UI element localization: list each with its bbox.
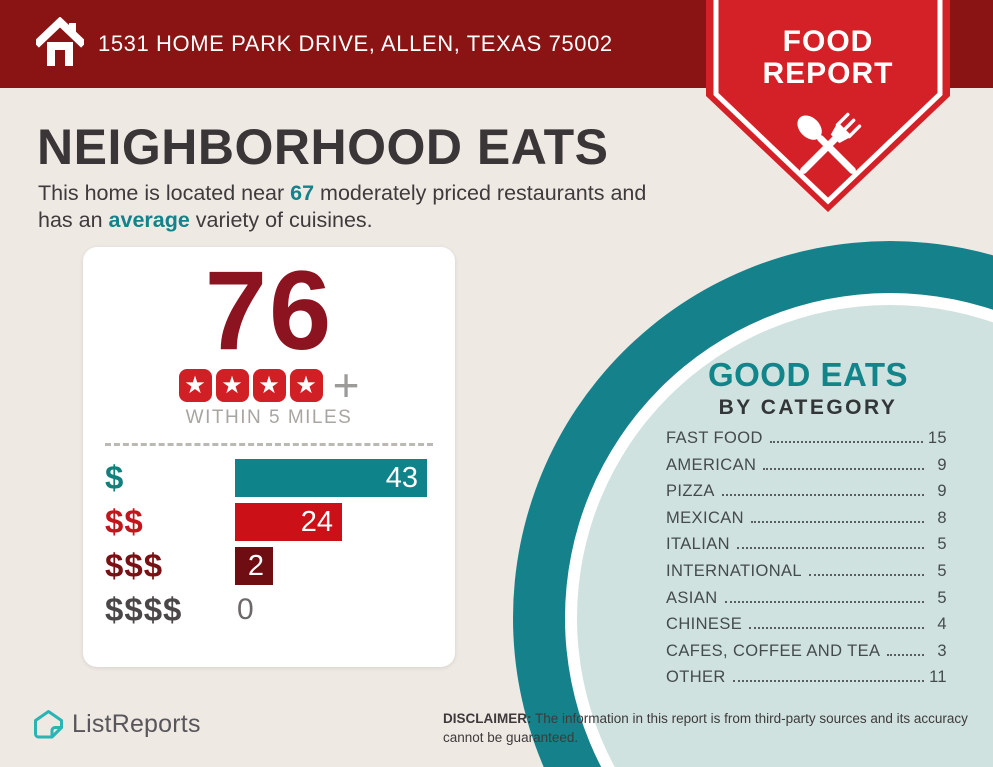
price-level-label: $$$: [105, 547, 164, 584]
category-count: 9: [937, 455, 947, 474]
price-level-label: $$: [105, 503, 144, 540]
category-count: 5: [937, 588, 947, 607]
intro-line2-post: variety of cuisines.: [189, 208, 373, 233]
disclaimer: DISCLAIMER: The information in this repo…: [443, 710, 971, 748]
good-eats-header: GOOD EATS BY CATEGORY: [665, 356, 951, 420]
spoon-fork-icon: [797, 112, 862, 174]
disclaimer-label: DISCLAIMER:: [443, 711, 532, 726]
ribbon-title: FOOD REPORT: [706, 25, 950, 91]
ribbon-line-2: REPORT: [762, 57, 894, 91]
food-report-ribbon: [706, 0, 950, 212]
category-label: FAST FOOD: [666, 429, 763, 447]
price-row: $$ 24: [83, 500, 455, 544]
price-bar-zero-value: 0: [237, 593, 254, 626]
category-row: FAST FOOD 15: [666, 429, 947, 456]
radius-label: WITHIN 5 MILES: [185, 407, 353, 428]
category-count: 9: [937, 482, 947, 501]
star-icon: ★: [289, 369, 323, 402]
category-row: PIZZA 9: [666, 482, 947, 509]
header-bar: 1531 HOME PARK DRIVE, ALLEN, TEXAS 75002: [0, 0, 993, 88]
total-restaurants: 76: [204, 248, 334, 373]
category-count: 11: [929, 668, 947, 687]
category-label: PIZZA: [666, 482, 715, 501]
category-label: MEXICAN: [666, 508, 744, 527]
star-icon: ★: [252, 369, 286, 402]
category-label: ASIAN: [666, 588, 718, 607]
restaurant-count: 67: [290, 181, 315, 205]
price-row: $43: [83, 456, 455, 500]
variety-highlight: average: [108, 208, 190, 233]
category-row: ASIAN 5: [666, 589, 947, 616]
price-row: $$$ 2: [83, 544, 455, 588]
intro-line1-pre: This home is located near: [38, 181, 291, 205]
category-row: OTHER 11: [666, 668, 947, 695]
category-count: 15: [927, 429, 947, 447]
category-count: 4: [937, 615, 947, 634]
dotted-leader: [721, 494, 924, 497]
category-count: 8: [937, 508, 947, 527]
intro-line2-pre: has an: [38, 208, 109, 233]
category-label: INTERNATIONAL: [666, 561, 802, 580]
listreports-logo: ListReports: [33, 709, 201, 740]
category-count: 5: [937, 561, 947, 580]
dotted-leader: [750, 520, 924, 523]
category-list: FAST FOOD 15 AMERICAN 9 PIZZA 9 MEXICAN 8 ITALIA…: [666, 429, 947, 695]
category-row: CAFES, COFFEE AND TEA 3: [666, 642, 947, 669]
price-level-label: $$$$: [105, 591, 183, 628]
dotted-leader: [736, 547, 924, 550]
intro-text: This home is located near 67 moderately …: [38, 180, 718, 235]
stat-card: 76 ★ ★ ★ ★ + WITHIN 5 MILES $43 $$ 24 $$$ 2 $$$$ 0: [83, 247, 455, 667]
star-icon: ★: [178, 369, 212, 402]
dotted-leader: [724, 600, 924, 603]
price-bar: 43: [235, 459, 427, 497]
home-icon: [36, 17, 84, 66]
price-bar: 24: [235, 503, 342, 541]
star-rating: ★ ★ ★ ★ +: [83, 359, 455, 411]
dotted-leader: [769, 441, 923, 443]
category-count: 3: [937, 641, 947, 660]
category-label: AMERICAN: [666, 455, 757, 474]
brand-name: ListReports: [72, 710, 201, 738]
page-title: NEIGHBORHOOD EATS: [37, 119, 609, 175]
star-icon: ★: [215, 369, 249, 402]
category-label: CAFES, COFFEE AND TEA: [666, 641, 881, 660]
dotted-leader: [763, 467, 924, 470]
category-row: ITALIAN 5: [666, 535, 947, 562]
plus-icon: +: [332, 359, 360, 411]
price-level-label: $: [105, 459, 125, 496]
category-label: OTHER: [666, 668, 726, 687]
dashed-divider: [105, 443, 433, 446]
dotted-leader: [809, 573, 924, 576]
dotted-leader: [887, 653, 924, 656]
good-eats-subtitle: BY CATEGORY: [718, 396, 898, 419]
price-level-chart: $43 $$ 24 $$$ 2 $$$$ 0: [83, 456, 455, 632]
disclaimer-text: The information in this report is from t…: [443, 711, 968, 745]
category-label: ITALIAN: [666, 535, 730, 554]
category-row: CHINESE 4: [666, 615, 947, 642]
intro-line1-post: moderately priced restaurants and: [314, 181, 647, 205]
price-bar: 2: [235, 547, 273, 585]
category-row: INTERNATIONAL 5: [666, 562, 947, 589]
property-address: 1531 HOME PARK DRIVE, ALLEN, TEXAS 75002: [98, 31, 613, 56]
dotted-leader: [749, 627, 924, 630]
ribbon-line-1: FOOD: [782, 25, 874, 58]
category-row: AMERICAN 9: [666, 456, 947, 483]
good-eats-title: GOOD EATS: [707, 356, 909, 393]
category-row: MEXICAN 8: [666, 509, 947, 536]
dotted-leader: [732, 680, 924, 683]
category-label: CHINESE: [666, 615, 743, 634]
category-count: 5: [937, 535, 947, 554]
price-row: $$$$ 0: [83, 588, 455, 632]
listreports-house-icon: [34, 710, 63, 739]
